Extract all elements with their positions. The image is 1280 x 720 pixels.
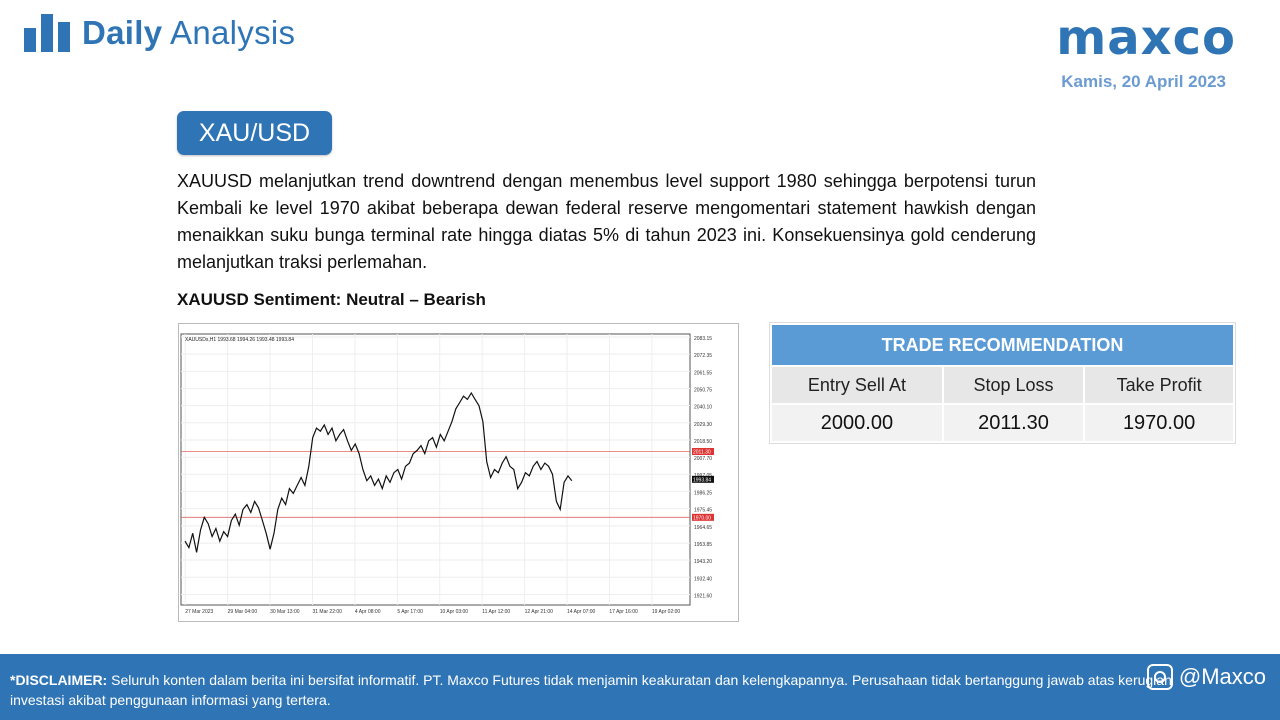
footer: *DISCLAIMER: Seluruh konten dalam berita… <box>0 654 1280 720</box>
col-take-profit: Take Profit <box>1085 367 1233 403</box>
y-tick-label: 2061.55 <box>694 370 712 376</box>
chart-title: XAUUSDs,H1 1993.68 1994.26 1993.48 1993.… <box>185 337 294 343</box>
instagram-icon <box>1146 664 1173 690</box>
x-tick-label: 10 Apr 03:00 <box>440 609 469 615</box>
current-price-label: 1993.84 <box>693 477 711 483</box>
bar-chart-icon <box>24 14 70 52</box>
col-entry: Entry Sell At <box>772 367 942 403</box>
price-chart-svg: 2083.15 2072.35 2061.55 2050.75 2040.10 2029.… <box>180 333 714 615</box>
maxco-logo: maxco <box>1056 10 1236 66</box>
brand-title: Daily Analysis <box>82 14 295 52</box>
y-tick-label: 2050.75 <box>694 388 712 394</box>
x-tick-label: 19 Apr 02:00 <box>652 609 681 615</box>
y-tick-label: 1943.20 <box>694 559 712 565</box>
val-stop-loss: 2011.30 <box>943 405 1084 441</box>
y-tick-label: 1975.45 <box>694 508 712 514</box>
x-tick-label: 5 Apr 17:00 <box>397 609 423 615</box>
y-tick-label: 2018.50 <box>694 439 712 445</box>
val-take-profit: 1970.00 <box>1085 405 1233 441</box>
x-tick-label: 29 Mar 04:00 <box>228 609 258 615</box>
brand-title-bold: Daily <box>82 14 163 51</box>
x-tick-label: 12 Apr 21:00 <box>525 609 554 615</box>
trade-table-title: TRADE RECOMMENDATION <box>772 325 1233 365</box>
x-tick-label: 11 Apr 12:00 <box>482 609 510 615</box>
y-tick-label: 1986.25 <box>694 490 712 496</box>
level-tag <box>692 513 714 521</box>
plot-area <box>180 333 691 606</box>
x-tick-label: 27 Mar 2023 <box>185 609 213 615</box>
y-tick-label: 1953.85 <box>694 542 712 548</box>
report-date: Kamis, 20 April 2023 <box>1061 72 1226 91</box>
level-tag <box>692 447 714 455</box>
sentiment-label: XAUUSD Sentiment: Neutral – Bearish <box>177 290 486 309</box>
trade-recommendation-table: TRADE RECOMMENDATION Entry Sell At Stop … <box>769 322 1236 444</box>
level-label: 1970.00 <box>693 515 711 521</box>
brand-logo: Daily Analysis <box>24 14 295 52</box>
price-chart: 2083.15 2072.35 2061.55 2050.75 2040.10 2029.… <box>178 323 739 622</box>
x-tick-label: 14 Apr 07:00 <box>567 609 596 615</box>
brand-title-light: Analysis <box>170 14 296 51</box>
x-tick-label: 30 Mar 13:00 <box>270 609 300 615</box>
current-price-tag <box>692 475 714 483</box>
y-tick-label: 1932.40 <box>694 576 712 582</box>
disclaimer: *DISCLAIMER: Seluruh konten dalam berita… <box>10 670 1230 710</box>
x-tick-label: 31 Mar 22:00 <box>312 609 342 615</box>
disclaimer-text: Seluruh konten dalam berita ini bersifat… <box>10 672 1172 708</box>
val-entry: 2000.00 <box>772 405 942 441</box>
price-series-line <box>184 391 573 553</box>
x-tick-label: 4 Apr 08:00 <box>355 609 381 615</box>
y-tick-label: 2072.35 <box>694 353 712 359</box>
y-tick-label: 2083.15 <box>694 336 712 342</box>
col-stop-loss: Stop Loss <box>943 367 1084 403</box>
level-label: 2011.30 <box>693 449 711 455</box>
y-tick-label: 1964.65 <box>694 525 712 531</box>
y-tick-label: 2007.70 <box>694 456 712 462</box>
x-tick-label: 17 Apr 16:00 <box>609 609 638 615</box>
analysis-text: XAUUSD melanjutkan trend downtrend denga… <box>177 171 1036 272</box>
y-tick-label: 1921.60 <box>694 593 712 599</box>
y-tick-label: 2040.10 <box>694 405 712 411</box>
disclaimer-label: *DISCLAIMER: <box>10 672 108 688</box>
social-handle-text: @Maxco <box>1178 664 1266 689</box>
social-handle[interactable]: @Maxco <box>1146 664 1266 690</box>
y-tick-label: 2029.30 <box>694 422 712 428</box>
pair-badge: XAU/USD <box>177 111 332 155</box>
